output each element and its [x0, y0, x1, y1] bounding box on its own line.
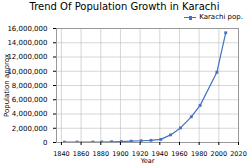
svg-text:10,000,000: 10,000,000 — [7, 67, 47, 75]
svg-text:6,000,000: 6,000,000 — [12, 96, 48, 104]
svg-text:4,000,000: 4,000,000 — [12, 110, 48, 118]
html-text:Karachi pop.: Karachi pop. — [199, 13, 243, 21]
svg-text:14,000,000: 14,000,000 — [7, 39, 47, 47]
svg-text:2020: 2020 — [230, 150, 247, 158]
svg-text:12,000,000: 12,000,000 — [7, 53, 47, 61]
svg-text:1900: 1900 — [112, 150, 129, 158]
svg-text:0: 0 — [43, 139, 47, 147]
svg-text:1860: 1860 — [73, 150, 90, 158]
svg-text:1960: 1960 — [171, 150, 188, 158]
svg-text:1840: 1840 — [53, 150, 70, 158]
svg-text:16,000,000: 16,000,000 — [7, 25, 47, 33]
svg-text:8,000,000: 8,000,000 — [12, 82, 48, 90]
html-text:Trend Of Population Growth in: Trend Of Population Growth in Karachi — [29, 1, 220, 12]
svg-text:1880: 1880 — [92, 150, 109, 158]
svg-text:2000: 2000 — [211, 150, 228, 158]
svg-text:Year: Year — [140, 157, 155, 165]
html-text:1920 1940: 1920 1940 — [131, 150, 169, 159]
svg-text:2,000,000: 2,000,000 — [12, 124, 48, 132]
svg-text:1980: 1980 — [191, 150, 208, 158]
svg-text:Population approx: Population approx — [3, 54, 11, 117]
